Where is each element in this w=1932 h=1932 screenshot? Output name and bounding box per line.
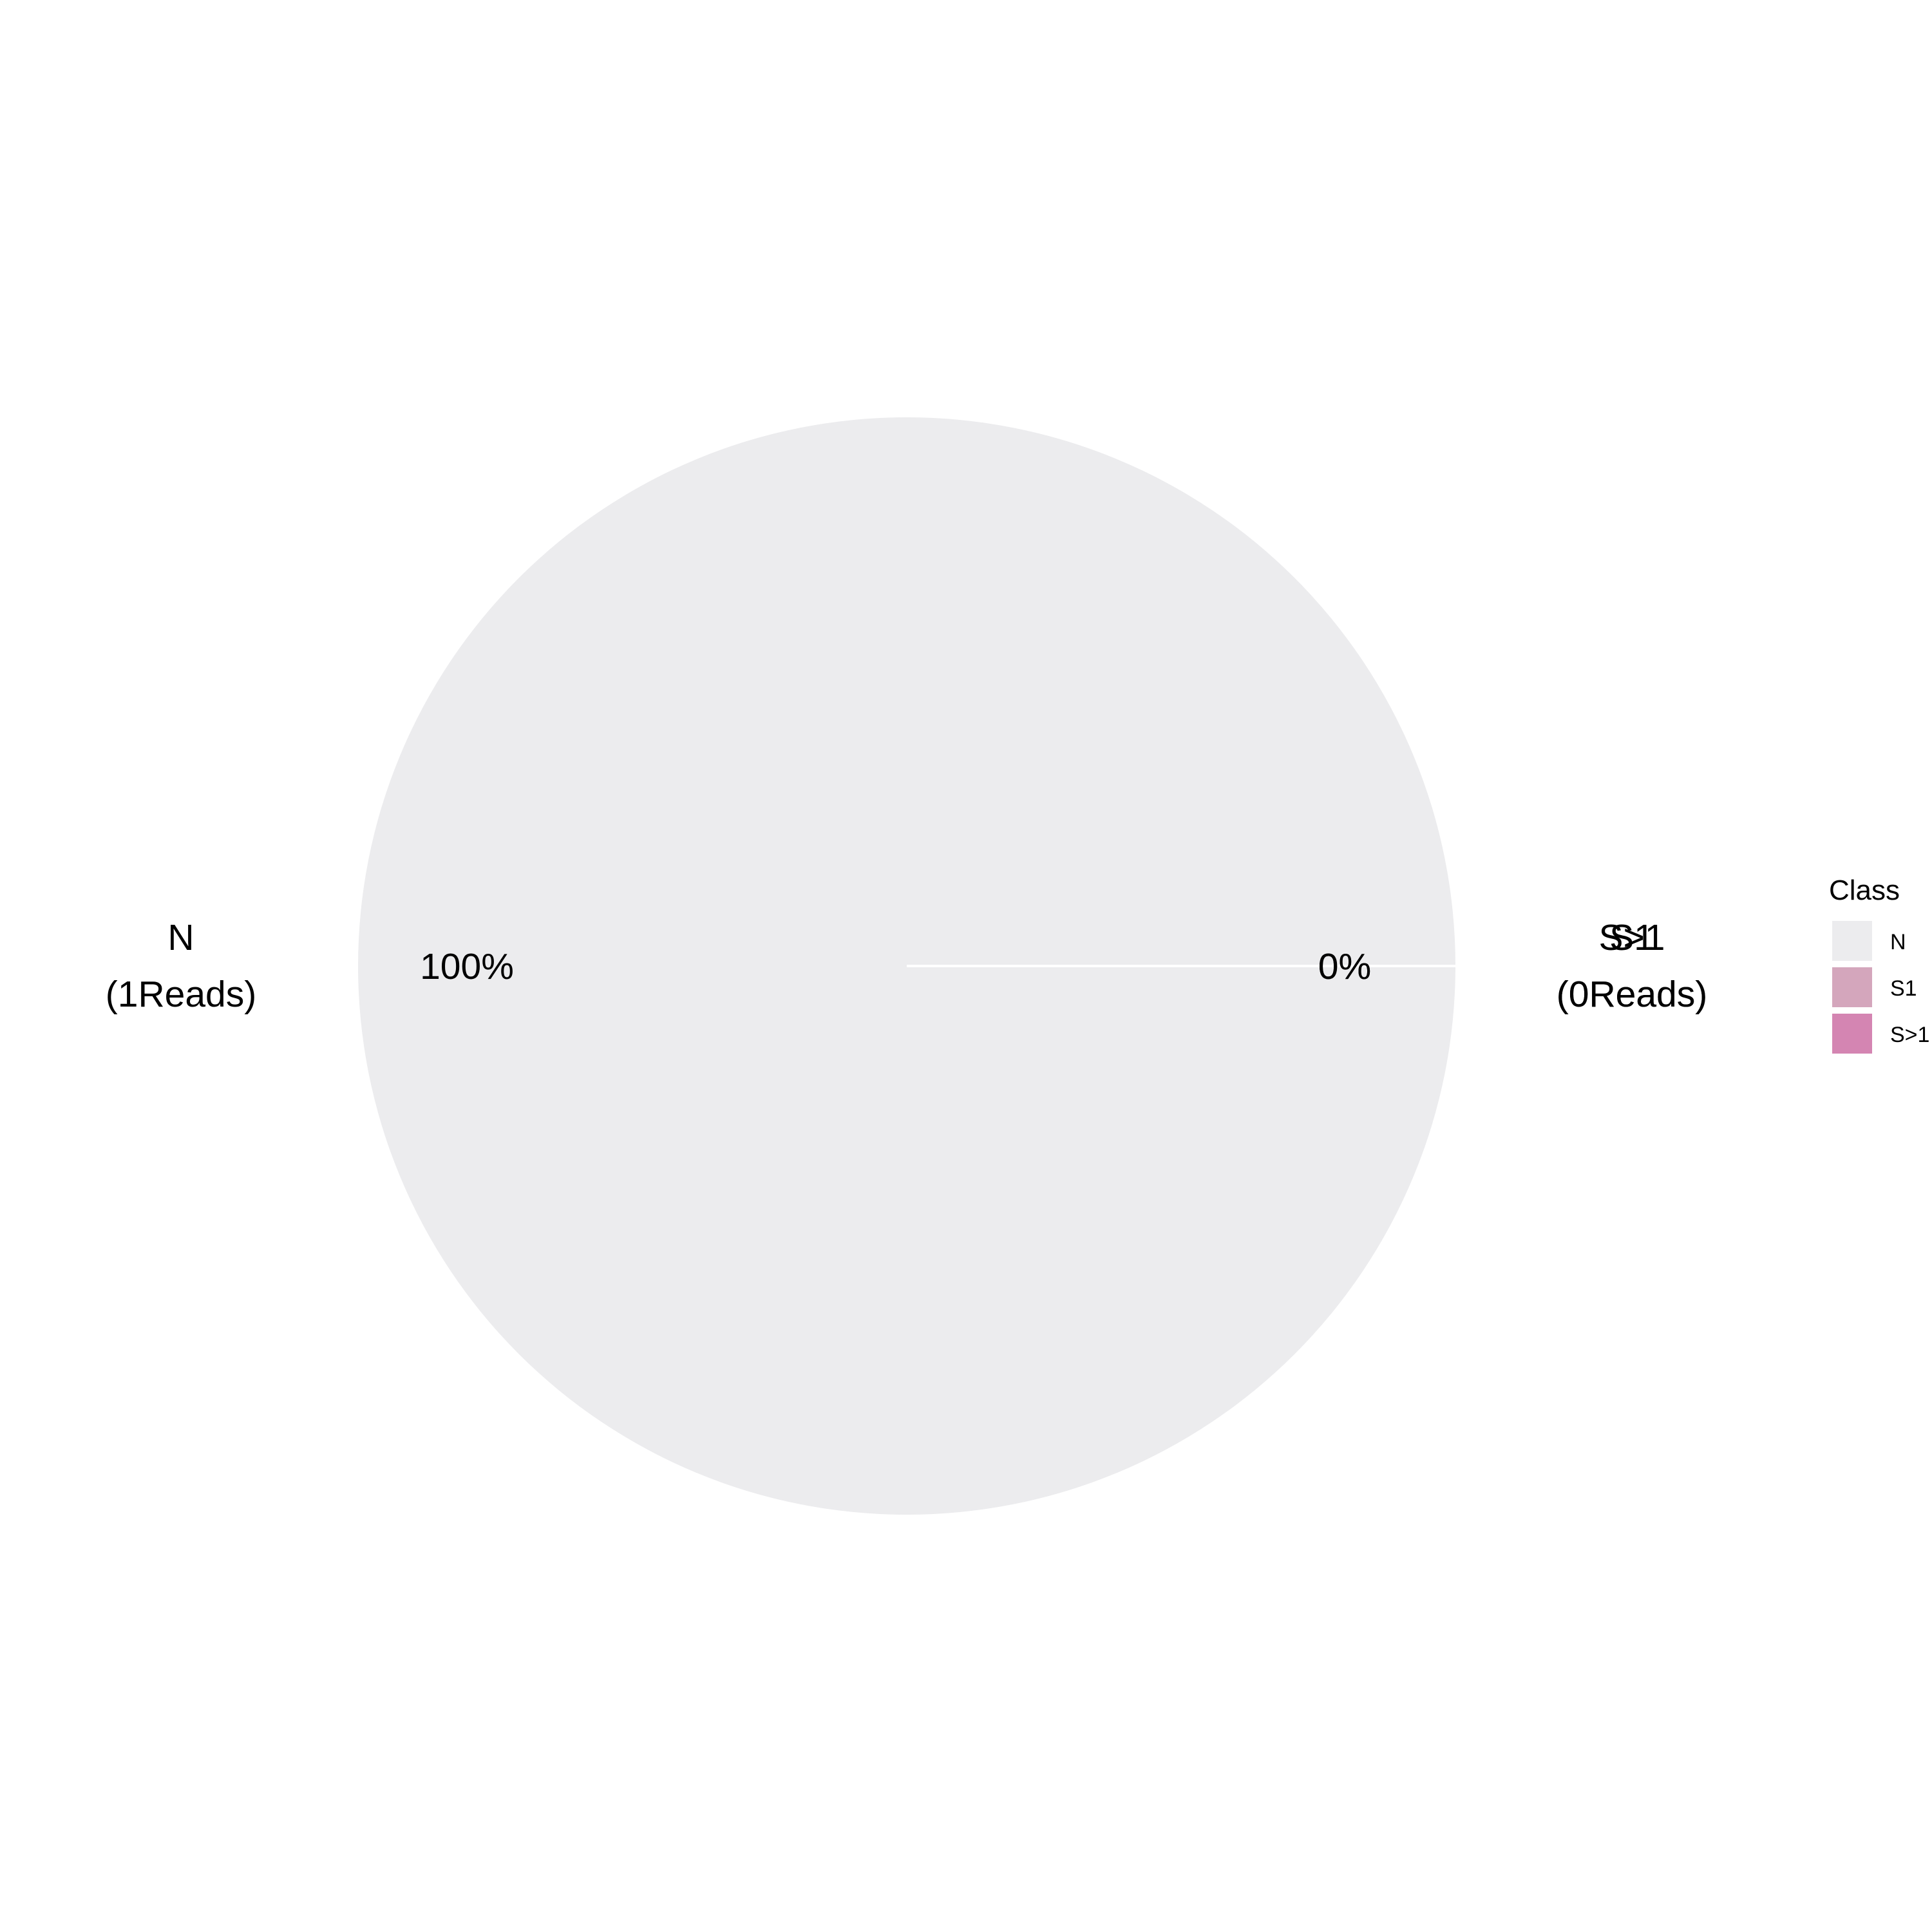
outer-label-n: N	[167, 917, 194, 958]
percent-label-n: 100%	[420, 946, 514, 987]
percent-label-s-gt-1: 0%	[1318, 946, 1371, 987]
legend-key-n	[1832, 921, 1872, 961]
outer-label-s1: S1	[1609, 917, 1654, 958]
reads-label-s1: (0Reads)	[1557, 974, 1707, 1015]
legend-key-s1	[1832, 967, 1872, 1007]
percent-label-s1: 0%	[1318, 946, 1371, 987]
legend-key-s-gt-1	[1832, 1014, 1872, 1054]
outer-label-s-gt-1: S>1	[1598, 917, 1665, 958]
legend: Class N S1 S>1	[1829, 875, 1929, 1054]
legend-label-s-gt-1: S>1	[1890, 1023, 1929, 1047]
pie-group	[358, 417, 1455, 1515]
legend-label-s1: S1	[1890, 976, 1917, 1001]
legend-label-n: N	[1890, 930, 1906, 954]
reads-label-s-gt-1: (0Reads)	[1557, 974, 1707, 1015]
legend-title: Class	[1829, 875, 1900, 906]
reads-label-n: (1Reads)	[106, 974, 256, 1015]
